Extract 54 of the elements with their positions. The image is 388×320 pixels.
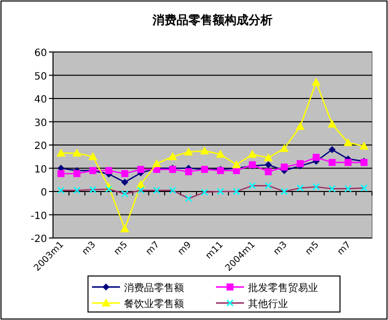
point xyxy=(121,178,128,186)
point xyxy=(105,167,112,174)
x-tick-label: m7 xyxy=(336,240,354,258)
point xyxy=(73,170,80,178)
point xyxy=(248,150,257,158)
point xyxy=(328,146,336,154)
point xyxy=(312,154,320,161)
y-tick-label: -20 xyxy=(30,234,47,245)
point xyxy=(88,152,98,160)
y-tick-label: 40 xyxy=(34,94,47,106)
point xyxy=(264,153,273,162)
y-tick-label: 20 xyxy=(34,141,47,152)
legend-label: 消费品零售额 xyxy=(124,282,184,294)
point xyxy=(296,122,305,130)
point xyxy=(137,166,144,173)
point xyxy=(344,158,352,166)
point xyxy=(216,150,225,158)
point xyxy=(56,148,66,157)
x-tick-label: m9 xyxy=(176,240,194,258)
point xyxy=(328,158,336,166)
point xyxy=(120,224,130,232)
point xyxy=(72,148,82,157)
y-tick-label: 10 xyxy=(34,164,47,176)
point xyxy=(121,170,128,178)
point xyxy=(264,161,272,168)
x-tick-label: m3 xyxy=(272,240,290,258)
x-tick-label: m5 xyxy=(112,240,130,258)
x-tick-label: m3 xyxy=(80,240,98,258)
y-tick-label: -10 xyxy=(30,210,47,222)
legend-label: 其他行业 xyxy=(248,298,288,310)
y-tick-label: 30 xyxy=(34,118,47,129)
y-tick-label: 50 xyxy=(34,71,47,82)
point xyxy=(185,168,192,176)
point xyxy=(136,180,146,188)
point xyxy=(200,146,210,154)
point xyxy=(312,78,321,86)
point xyxy=(280,144,289,152)
point xyxy=(57,170,64,178)
point xyxy=(360,142,369,150)
y-tick-label: 0 xyxy=(40,188,47,198)
y-tick-label: 60 xyxy=(34,48,47,59)
point xyxy=(184,147,194,156)
point xyxy=(328,120,337,128)
point xyxy=(264,168,272,176)
x-tick-label: m7 xyxy=(144,240,162,258)
legend-label: 批发零售贸易业 xyxy=(248,282,318,294)
point xyxy=(280,164,288,171)
point xyxy=(232,160,241,168)
point xyxy=(168,152,178,160)
chart-title: 消费品零售额构成分析 xyxy=(152,13,272,27)
x-tick-label: m5 xyxy=(304,240,322,258)
legend-label: 餐饮业零售额 xyxy=(124,298,184,310)
point xyxy=(344,138,353,146)
point xyxy=(152,159,162,168)
